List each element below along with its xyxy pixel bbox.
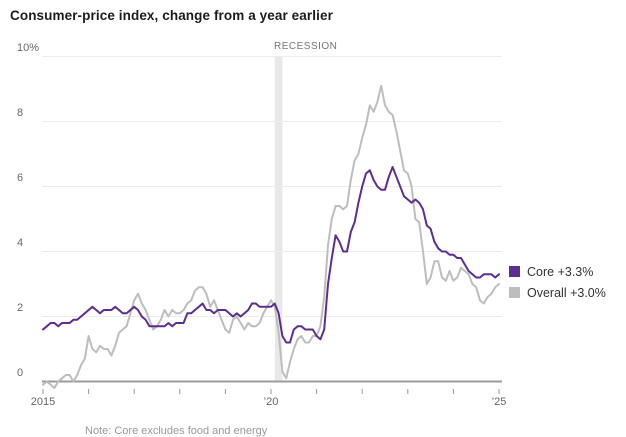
overall-line (42, 84, 500, 389)
core-series-label: Core +3.3% (527, 264, 594, 279)
core-line (42, 166, 500, 344)
recession-band (274, 57, 283, 383)
recession-label: RECESSION (274, 41, 338, 52)
core-series-swatch (509, 266, 520, 277)
footnote-clipped: Note: Core excludes food and energy (85, 425, 268, 437)
x-axis-label: ’25 (491, 396, 507, 408)
y-axis-label: 6 (17, 171, 24, 184)
legend-item-overall: Overall +3.0% (509, 282, 606, 303)
y-axis-label: 10% (17, 41, 40, 54)
overall-series-label: Overall +3.0% (527, 285, 606, 300)
chart-title: Consumer-price index, change from a year… (10, 8, 333, 23)
y-axis-label: 0 (17, 366, 24, 379)
legend-item-core: Core +3.3% (509, 261, 606, 282)
y-axis-label: 2 (17, 301, 24, 314)
y-axis-label: 8 (17, 106, 24, 119)
legend: Core +3.3% Overall +3.0% (509, 261, 606, 303)
overall-series-swatch (509, 287, 520, 298)
y-axis-label: 4 (17, 236, 24, 249)
x-axis-label: ’20 (263, 396, 279, 408)
x-axis-label: 2015 (30, 396, 56, 408)
